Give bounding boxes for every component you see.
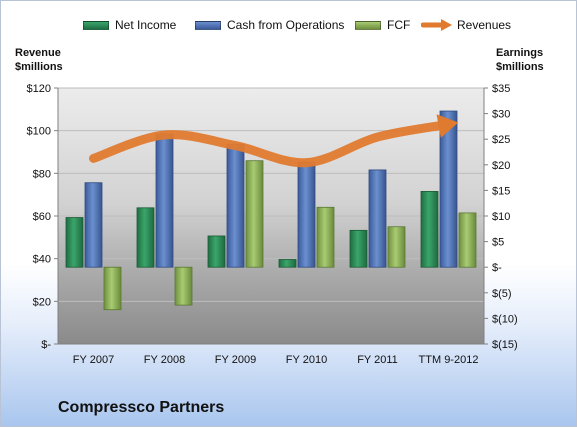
right-tick-label: $10 bbox=[492, 211, 510, 223]
bar-cash-from-operations bbox=[439, 110, 458, 268]
legend-swatch-fcf bbox=[355, 20, 381, 30]
legend: Net Income Cash from Operations FCF Reve… bbox=[1, 16, 577, 34]
right-tick-label: $(10) bbox=[492, 313, 518, 325]
legend-arrow-icon bbox=[421, 19, 452, 31]
bar-fcf bbox=[316, 206, 335, 268]
legend-label-fcf: FCF bbox=[387, 18, 411, 32]
left-tick-label: $120 bbox=[27, 83, 51, 95]
bar-net-income bbox=[349, 229, 368, 268]
left-tick-label: $100 bbox=[27, 126, 51, 138]
bar-cash-from-operations bbox=[297, 161, 316, 268]
legend-swatch-cash-from-operations bbox=[195, 20, 221, 30]
bar-net-income bbox=[207, 235, 226, 268]
right-tick-label: $25 bbox=[492, 134, 510, 146]
left-tick-label: $80 bbox=[33, 168, 51, 180]
x-tick-label: FY 2008 bbox=[144, 354, 185, 366]
bar-fcf bbox=[174, 266, 193, 306]
bar-cash-from-operations bbox=[84, 182, 103, 268]
revenues-line bbox=[89, 119, 453, 168]
legend-item-cash-from-operations: Cash from Operations bbox=[195, 16, 344, 34]
bar-cash-from-operations bbox=[368, 169, 387, 268]
legend-swatch-net-income bbox=[83, 20, 109, 30]
bar-net-income bbox=[278, 259, 297, 268]
left-tick-label: $60 bbox=[33, 211, 51, 223]
right-tick-label: $- bbox=[492, 262, 502, 274]
legend-item-revenues: Revenues bbox=[421, 16, 511, 34]
revenues-arrowhead bbox=[436, 114, 459, 138]
right-tick-label: $20 bbox=[492, 160, 510, 172]
left-tick-label: $20 bbox=[33, 296, 51, 308]
x-tick-label: FY 2011 bbox=[357, 354, 398, 366]
x-tick-label: FY 2009 bbox=[215, 354, 256, 366]
right-tick-label: $15 bbox=[492, 185, 510, 197]
x-tick-label: FY 2007 bbox=[73, 354, 114, 366]
bar-fcf bbox=[387, 226, 406, 268]
legend-item-fcf: FCF bbox=[355, 16, 410, 34]
legend-item-net-income: Net Income bbox=[83, 16, 176, 34]
right-tick-label: $5 bbox=[492, 237, 504, 249]
right-axis-title: Earnings $millions bbox=[496, 47, 544, 73]
right-tick-label: $(15) bbox=[492, 339, 518, 351]
x-tick-label: TTM 9-2012 bbox=[419, 354, 479, 366]
legend-label-net-income: Net Income bbox=[115, 18, 177, 32]
legend-label-cash-from-operations: Cash from Operations bbox=[227, 18, 345, 32]
left-tick-label: $- bbox=[41, 339, 51, 351]
bar-fcf bbox=[458, 212, 477, 268]
legend-label-revenues: Revenues bbox=[457, 18, 512, 32]
bar-net-income bbox=[65, 217, 84, 268]
right-tick-label: $35 bbox=[492, 83, 510, 95]
bar-cash-from-operations bbox=[155, 133, 174, 268]
right-tick-label: $30 bbox=[492, 109, 510, 121]
bar-cash-from-operations bbox=[226, 143, 245, 268]
bar-net-income bbox=[136, 207, 155, 268]
x-tick-label: FY 2010 bbox=[286, 354, 327, 366]
bar-net-income bbox=[420, 191, 439, 268]
bar-fcf bbox=[103, 266, 122, 311]
left-axis-title: Revenue $millions bbox=[15, 47, 63, 73]
company-name: Compressco Partners bbox=[58, 399, 225, 416]
right-tick-label: $(5) bbox=[492, 288, 512, 300]
left-tick-label: $40 bbox=[33, 254, 51, 266]
bar-fcf bbox=[245, 160, 264, 268]
